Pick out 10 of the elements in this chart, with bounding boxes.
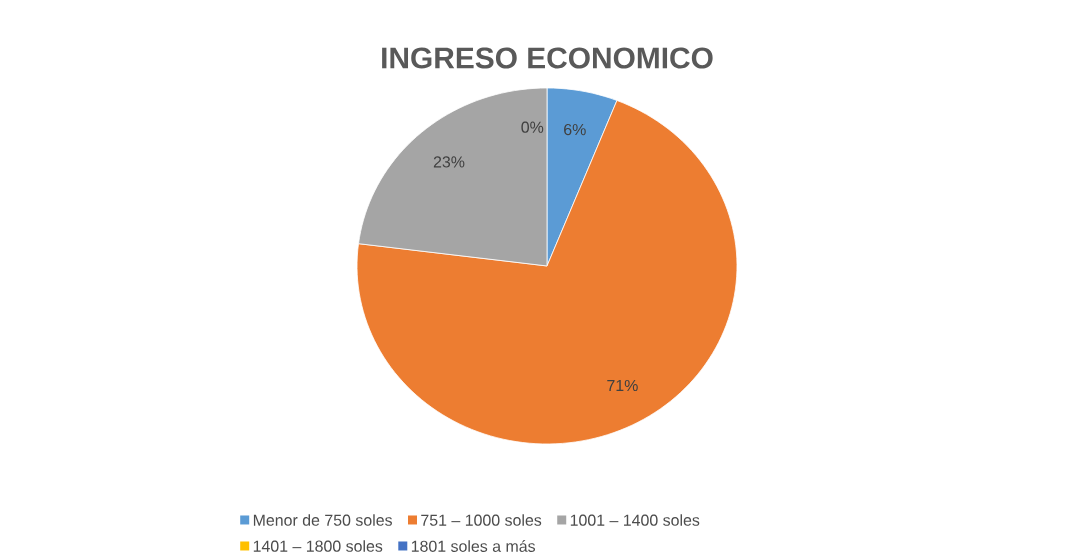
legend-label: 1001 – 1400 soles: [570, 514, 700, 526]
legend-label: Menor de 750 soles: [253, 514, 392, 526]
legend-label: 751 – 1000 soles: [421, 514, 542, 526]
data-label: 23%: [433, 156, 465, 168]
data-label: 6%: [564, 123, 586, 136]
chart-title: INGRESO ECONOMICO: [382, 47, 713, 69]
legend-label: 1801 soles a más: [411, 540, 536, 552]
text: 0%: [521, 121, 544, 133]
legend-label: 1401 – 1800 soles: [253, 540, 383, 552]
data-label: 71%: [607, 379, 638, 392]
